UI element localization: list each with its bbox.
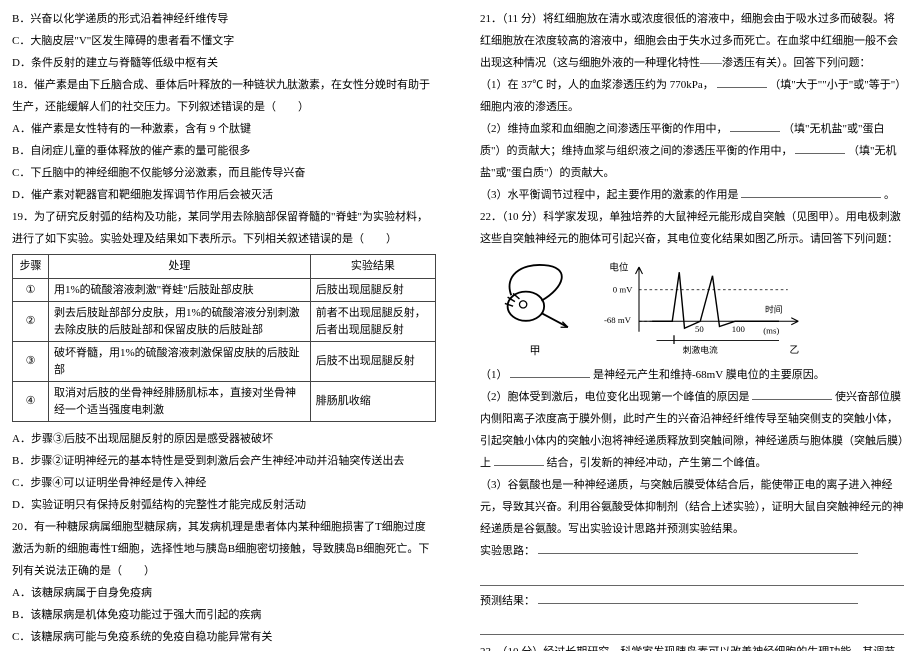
opt-line: C．步骤④可以证明坐骨神经是传入神经 <box>12 472 436 494</box>
xlabel: 时间 <box>765 304 783 315</box>
cell: ③ <box>13 342 49 382</box>
q23-stem: 23．（10 分）经过长期研究，科学家发现胰岛素可以改善神经细胞的生理功能，其调… <box>480 641 904 651</box>
cell: ④ <box>13 382 49 422</box>
opt-line: D．条件反射的建立与脊髓等低级中枢有关 <box>12 52 436 74</box>
blank[interactable] <box>741 185 881 198</box>
opt-line: B．自闭症儿童的垂体释放的催产素的量可能很多 <box>12 140 436 162</box>
th: 处理 <box>49 255 311 279</box>
blank-line[interactable] <box>480 618 904 636</box>
figure-left-svg <box>480 256 590 340</box>
opt-line: C．下丘脑中的神经细胞不仅能够分泌激素，而且能传导兴奋 <box>12 162 436 184</box>
blank[interactable] <box>510 365 590 378</box>
blank[interactable] <box>752 387 832 400</box>
figure-left-label: 甲 <box>480 340 590 362</box>
cell: ② <box>13 302 49 342</box>
stimulus-label: 刺激电流 <box>683 344 718 355</box>
text: 是神经元产生和维持-68mV 膜电位的主要原因。 <box>593 369 825 381</box>
cell: 后肢不出现屈腿反射 <box>310 342 435 382</box>
cell: 破坏脊髓，用1%的硫酸溶液刺激保留皮肤的后肢趾部 <box>49 342 311 382</box>
cell: 剥去后肢趾部部分皮肤，用1%的硫酸溶液分别刺激去除皮肤的后肢趾部和保留皮肤的后肢… <box>49 302 311 342</box>
q21-stem: 21．（11 分）将红细胞放在清水或浓度很低的溶液中，细胞会由于吸水过多而破裂。… <box>480 8 904 74</box>
figure-right-wrap: 50 100 电位 0 mV -68 mV 时间 (ms) 刺激电流 乙 <box>604 259 814 359</box>
th: 步骤 <box>13 255 49 279</box>
cell: ① <box>13 278 49 302</box>
cell: 取消对后肢的坐骨神经腓肠肌标本，直接对坐骨神经一个适当强度电刺激 <box>49 382 311 422</box>
q21-1: （1）在 37℃ 时，人的血浆渗透压约为 770kPa， （填"大于""小于"或… <box>480 74 904 118</box>
cell: 腓肠肌收缩 <box>310 382 435 422</box>
opt-line: C．该糖尿病可能与免疫系统的免疫自稳功能异常有关 <box>12 626 436 648</box>
predict-line: 预测结果： <box>480 590 904 612</box>
figure-left-wrap: 甲 <box>480 256 590 362</box>
text: （2）维持血浆和血细胞之间渗透压平衡的作用中， <box>480 123 728 135</box>
text: （2）胞体受到激后，电位变化出现第一个峰值的原因是 <box>480 391 750 403</box>
figure-right-label: 乙 <box>790 345 800 356</box>
q22-stem: 22．（10 分）科学家发现，单独培养的大鼠神经元能形成自突触（见图甲）。用电极… <box>480 206 904 250</box>
ylabel: 电位 <box>609 262 629 274</box>
opt-line: B．兴奋以化学递质的形式沿着神经纤维传导 <box>12 8 436 30</box>
q19-stem: 19．为了研究反射弧的结构及功能，某同学用去除脑部保留脊髓的"脊蛙"为实验材料，… <box>12 206 436 250</box>
blank[interactable] <box>494 453 544 466</box>
right-column: 21．（11 分）将红细胞放在清水或浓度很低的溶液中，细胞会由于吸水过多而破裂。… <box>458 0 920 651</box>
q22-3: （3）谷氨酸也是一种神经递质，与突触后膜受体结合后，能使带正电的离子进入神经元，… <box>480 474 904 540</box>
opt-line: D．实验证明只有保持反射弧结构的完整性才能完成反射活动 <box>12 494 436 516</box>
q19-table: 步骤 处理 实验结果 ① 用1%的硫酸溶液刺激"脊蛙"后肢趾部皮肤 后肢出现屈腿… <box>12 254 436 422</box>
label: 预测结果： <box>480 595 535 607</box>
cell: 后肢出现屈腿反射 <box>310 278 435 302</box>
ytick: 0 mV <box>613 284 633 294</box>
q20-stem: 20．有一种糖尿病属细胞型糖尿病，其发病机理是患者体内某种细胞损害了T细胞过度激… <box>12 516 436 582</box>
blank[interactable] <box>538 590 858 603</box>
blank-line[interactable] <box>480 568 904 586</box>
blank[interactable] <box>795 141 845 154</box>
xtick: 100 <box>732 324 746 334</box>
left-column: B．兴奋以化学递质的形式沿着神经纤维传导 C．大脑皮层"V"区发生障碍的患者看不… <box>0 0 458 651</box>
opt-line: B．该糖尿病是机体免疫功能过于强大而引起的疾病 <box>12 604 436 626</box>
blank[interactable] <box>538 541 858 554</box>
xtick: 50 <box>695 324 704 334</box>
text: （3）水平衡调节过程中，起主要作用的激素的作用是 <box>480 189 739 201</box>
label: 实验思路： <box>480 545 535 557</box>
cell: 用1%的硫酸溶液刺激"脊蛙"后肢趾部皮肤 <box>49 278 311 302</box>
opt-line: A．该糖尿病属于自身免疫病 <box>12 582 436 604</box>
q21-2: （2）维持血浆和血细胞之间渗透压平衡的作用中， （填"无机盐"或"蛋白质"）的贡… <box>480 118 904 184</box>
q22-2: （2）胞体受到激后，电位变化出现第一个峰值的原因是 使兴奋部位膜内侧阳离子浓度高… <box>480 386 904 474</box>
q18-stem: 18．催产素是由下丘脑合成、垂体后叶释放的一种链状九肽激素，在女性分娩时有助于生… <box>12 74 436 118</box>
q22-1: （1） 是神经元产生和维持-68mV 膜电位的主要原因。 <box>480 364 904 386</box>
q21-3: （3）水平衡调节过程中，起主要作用的激素的作用是 。 <box>480 184 904 206</box>
ytick: -68 mV <box>604 315 632 325</box>
text: 结合，引发新的神经冲动，产生第二个峰值。 <box>547 457 767 469</box>
opt-line: A．催产素是女性特有的一种激素，含有 9 个肽键 <box>12 118 436 140</box>
figure-right-svg: 50 100 电位 0 mV -68 mV 时间 (ms) 刺激电流 乙 <box>604 259 814 359</box>
text: （1）在 37℃ 时，人的血浆渗透压约为 770kPa， <box>480 79 714 91</box>
opt-line: C．大脑皮层"V"区发生障碍的患者看不懂文字 <box>12 30 436 52</box>
xunit: (ms) <box>763 326 779 336</box>
cell: 前者不出现屈腿反射，后者出现屈腿反射 <box>310 302 435 342</box>
figure-row: 甲 50 100 电位 <box>480 256 904 362</box>
th: 实验结果 <box>310 255 435 279</box>
plan-line: 实验思路： <box>480 540 904 562</box>
text: 。 <box>884 189 895 201</box>
blank[interactable] <box>717 75 767 88</box>
opt-line: A．步骤③后肢不出现屈腿反射的原因是感受器被破坏 <box>12 428 436 450</box>
blank[interactable] <box>730 119 780 132</box>
opt-line: D．催产素对靶器官和靶细胞发挥调节作用后会被灭活 <box>12 184 436 206</box>
text: （1） <box>480 369 508 381</box>
opt-line: B．步骤②证明神经元的基本特性是受到刺激后会产生神经冲动并沿轴突传送出去 <box>12 450 436 472</box>
